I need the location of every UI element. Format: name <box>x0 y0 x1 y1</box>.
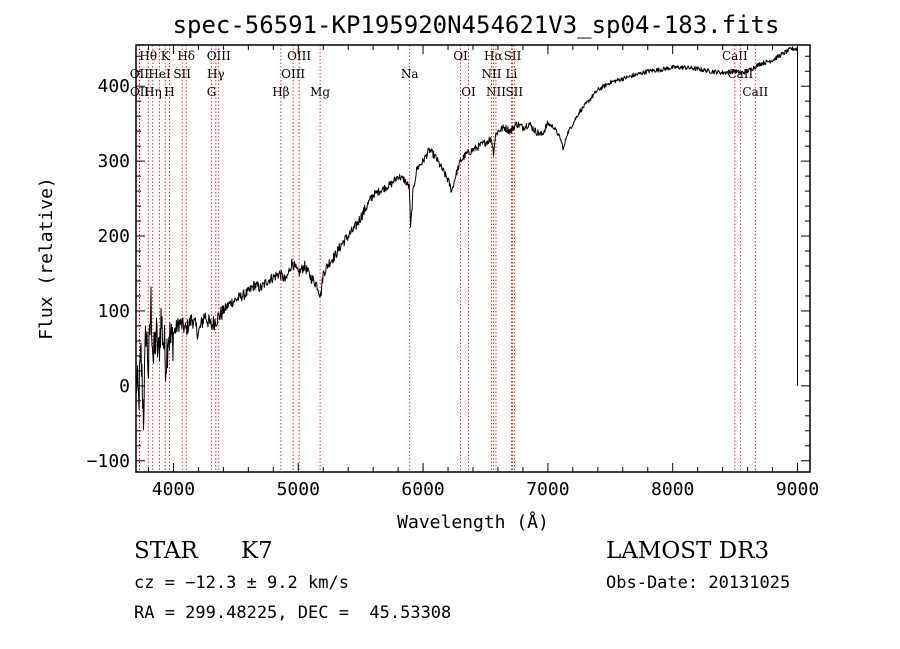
redshift-readout: cz = −12.3 ± 9.2 km/s <box>134 573 349 593</box>
chart-title: spec-56591-KP195920N454621V3_sp04-183.fi… <box>173 11 780 39</box>
spectrum-series <box>135 46 798 431</box>
spectral-line-label: Hα <box>484 49 503 63</box>
object-subclass: K7 <box>241 538 273 564</box>
spectral-line-label: SII <box>173 67 191 81</box>
spectral-line-label: SII <box>504 49 522 63</box>
spectral-line-label: HeI <box>148 67 171 81</box>
x-tick-label: 5000 <box>277 479 320 500</box>
spectral-line-label: OI <box>453 49 468 63</box>
spectral-line-label: OIII <box>287 49 311 63</box>
spectral-line-label: Hβ <box>272 85 289 99</box>
object-class: STAR <box>134 538 198 564</box>
spectral-line-label: Hγ <box>207 67 225 81</box>
spectral-line-label: Hη <box>144 85 162 99</box>
spectral-line-label: K <box>161 49 171 63</box>
survey-name: LAMOST DR3 <box>606 538 770 564</box>
spectral-line-label: OIII <box>281 67 305 81</box>
y-axis-label: Flux (relative) <box>36 177 57 340</box>
x-tick-label: 4000 <box>152 479 195 500</box>
plot-frame <box>135 44 811 473</box>
spectral-line-label: Hδ <box>177 49 195 63</box>
spectral-line-label: G <box>207 85 217 99</box>
spectral-line-label: OI <box>461 85 476 99</box>
spectral-line-label: NII <box>481 67 501 81</box>
spectral-line-label: CaII <box>722 49 748 63</box>
axis-ticks: 4000 5000 6000 7000 8000 9000 −100 0 100 200 300 40… <box>87 45 819 500</box>
y-tick-label: 100 <box>97 301 130 322</box>
spectral-line-label: NII <box>486 85 506 99</box>
y-tick-label: 200 <box>97 226 130 247</box>
x-tick-label: 6000 <box>401 479 444 500</box>
y-tick-label: 400 <box>97 76 130 97</box>
spectral-line-label: CaII <box>742 85 768 99</box>
spectral-line-label: H <box>164 85 174 99</box>
spectral-line-label: OIII <box>207 49 231 63</box>
spectral-line-label: OII <box>130 85 150 99</box>
x-tick-label: 8000 <box>651 479 694 500</box>
spectral-line-label: SII <box>505 85 523 99</box>
spectral-line-label: Hθ <box>139 49 157 63</box>
spectral-line-label: Li <box>506 67 518 81</box>
spectral-line-label: Na <box>401 67 419 81</box>
spectral-line-label: Mg <box>310 85 330 99</box>
obs-date: Obs-Date: 20131025 <box>606 573 791 593</box>
spectrum-line <box>135 46 798 431</box>
x-tick-label: 9000 <box>776 479 819 500</box>
ra-dec-coordinates: RA = 299.48225, DEC = 45.53308 <box>134 603 452 623</box>
x-tick-label: 7000 <box>526 479 569 500</box>
x-axis-label: Wavelength (Å) <box>397 511 549 533</box>
y-tick-label: 0 <box>119 376 130 397</box>
y-tick-label: 300 <box>97 151 130 172</box>
y-tick-label: −100 <box>87 451 130 472</box>
